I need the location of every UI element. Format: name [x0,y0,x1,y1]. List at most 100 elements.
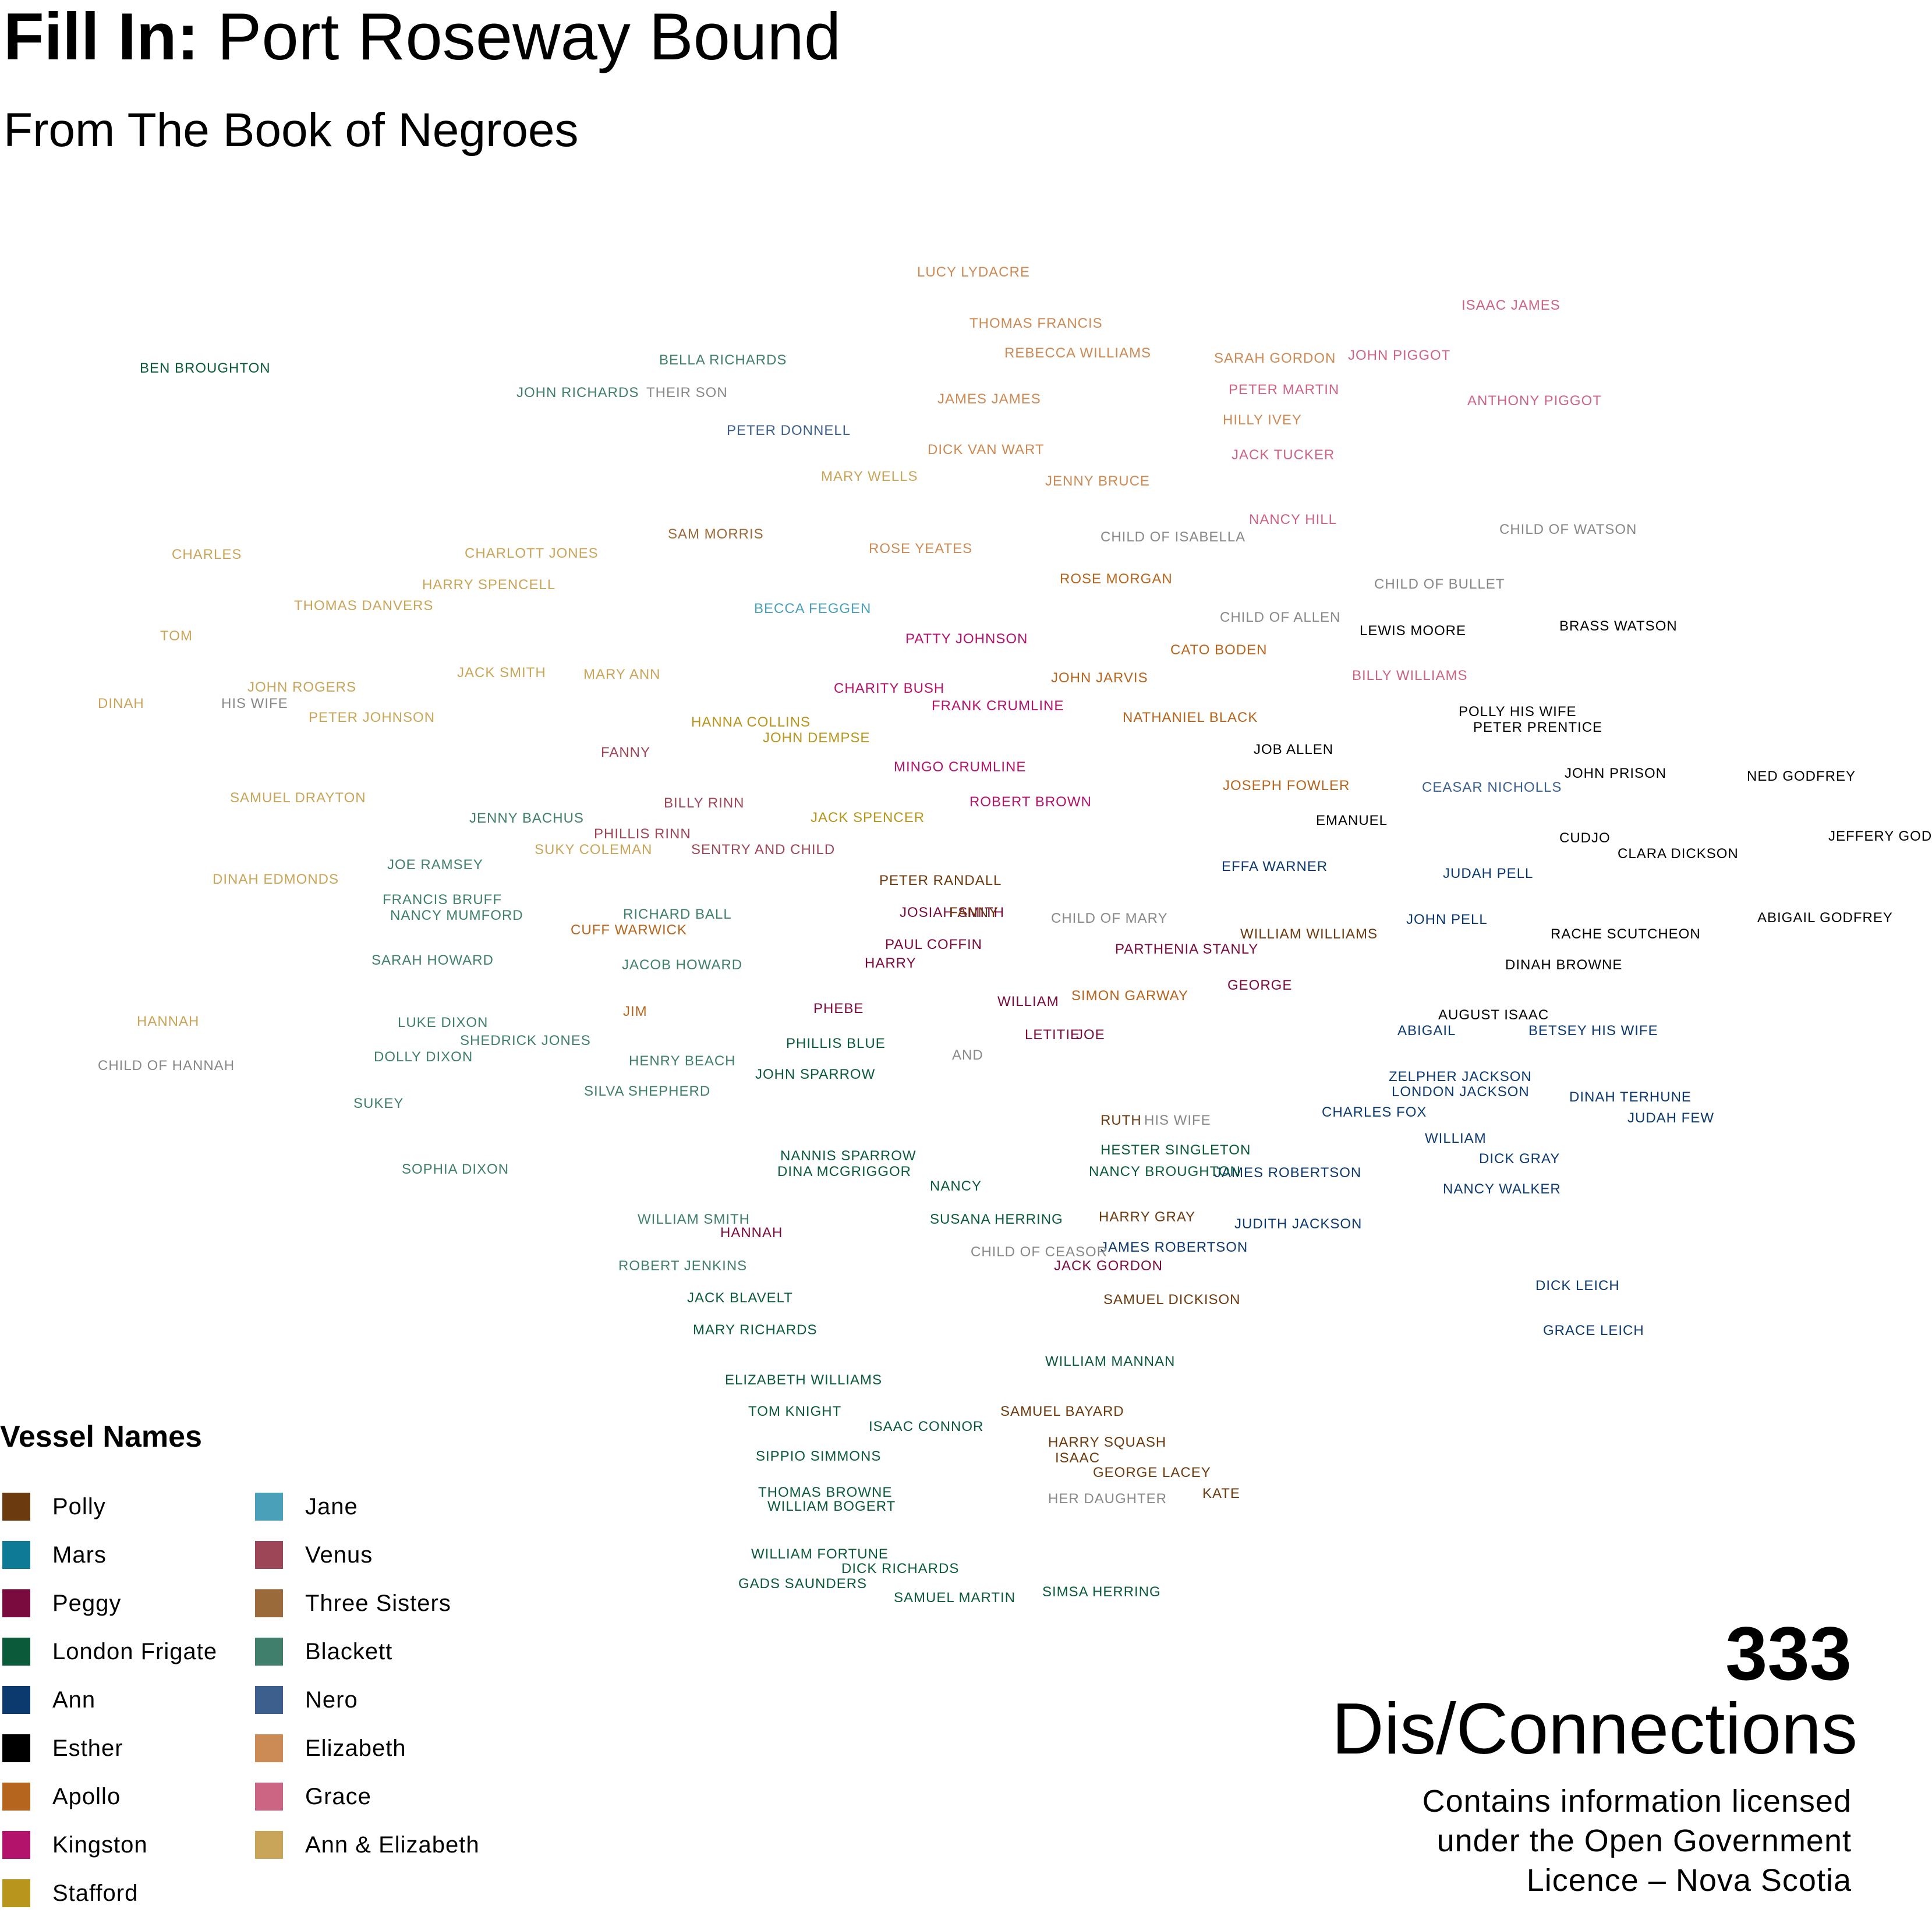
crossword-name: SAM MORRIS [668,526,764,542]
crossword-name: NANCY WALKER [1443,1181,1561,1197]
legend-swatch [2,1879,30,1907]
crossword-name: ROBERT BROWN [969,794,1092,810]
crossword-name: FRANK CRUMLINE [932,698,1064,714]
crossword-name: LUCY LYDACRE [917,264,1030,280]
legend-label: Ann [52,1687,96,1713]
crossword-name: JOHN PIGGOT [1348,348,1450,363]
crossword-name: SILVA SHEPHERD [584,1083,710,1099]
crossword-name: SAMUEL BAYARD [1000,1404,1124,1419]
title-rest: Port Roseway Bound [217,0,841,74]
crossword-name: RACHE SCUTCHEON [1551,926,1701,942]
crossword-name: BEN BROUGHTON [140,360,271,376]
crossword-name: CEASAR NICHOLLS [1422,780,1562,795]
crossword-name: DINAH [98,696,144,711]
crossword-name: PHEBE [813,1001,864,1016]
crossword-name: ZELPHER JACKSON [1389,1069,1532,1085]
crossword-name: RUTH [1101,1113,1142,1128]
legend-swatch [255,1783,283,1811]
crossword-name: HANNAH [720,1225,783,1241]
crossword-name: DINAH TERHUNE [1569,1089,1692,1105]
crossword-name: HANNAH [137,1014,199,1029]
crossword-name: BRASS WATSON [1559,618,1678,634]
crossword-name: JUDAH PELL [1443,866,1533,881]
legend-item: Polly [2,1490,106,1523]
crossword-name: LONDON JACKSON [1392,1084,1530,1100]
crossword-name: JOB ALLEN [1254,742,1333,757]
legend-item: Ann [2,1684,95,1716]
crossword-name: JACK GORDON [1054,1258,1163,1274]
crossword-name: THOMAS DANVERS [294,598,433,614]
connection-count: 333 [1725,1611,1852,1696]
crossword-name: CHILD OF ISABELLA [1101,529,1245,545]
crossword-name: JIM [623,1004,647,1019]
crossword-name: PETER DONNELL [727,423,851,438]
crossword-name: JOHN DEMPSE [763,730,870,746]
crossword-name: HILLY IVEY [1223,412,1302,428]
crossword-name: SHEDRICK JONES [460,1033,591,1048]
license-line-3: Licence – Nova Scotia [1526,1863,1852,1898]
legend-label: Kingston [52,1832,148,1858]
license-line-2: under the Open Government [1436,1823,1852,1858]
crossword-name: JOSIAH SMITH [900,905,1004,920]
crossword-name: GEORGE LACEY [1093,1465,1211,1480]
license-line-1: Contains information licensed [1422,1784,1852,1819]
crossword-name: LEWIS MOORE [1360,623,1466,639]
crossword-name: JUDAH FEW [1627,1110,1714,1126]
legend-item: London Frigate [2,1635,217,1668]
crossword-name: HARRY SQUASH [1048,1434,1166,1450]
crossword-name: ISAAC JAMES [1462,297,1561,313]
crossword-name: PETER PRENTICE [1473,720,1602,735]
crossword-name: JENNY BRUCE [1045,473,1150,489]
crossword-name: SIMON GARWAY [1071,988,1188,1004]
legend-label: Esther [52,1735,123,1761]
crossword-name: NANCY [930,1178,982,1194]
crossword-name: DOLLY DIXON [374,1049,473,1065]
crossword-name: FRANCIS BRUFF [383,892,502,908]
crossword-name: NED GODFREY [1747,768,1856,784]
legend-item: Blackett [255,1635,392,1668]
connection-count-label: Dis/Connections [1332,1689,1857,1769]
legend-label: Apollo [52,1783,121,1809]
crossword-name: JOHN ROGERS [247,679,356,695]
crossword-name: JOSEPH FOWLER [1223,778,1350,793]
crossword-name: JOHN SPARROW [755,1067,875,1082]
legend-swatch [2,1831,30,1859]
crossword-name: WILLIAM MANNAN [1045,1354,1175,1369]
crossword-name: SAMUEL DRAYTON [230,790,366,806]
legend-item: Mars [2,1539,107,1571]
crossword-name: PETER RANDALL [879,873,1002,888]
crossword-name: ROSE MORGAN [1060,571,1173,587]
crossword-name: TOM KNIGHT [748,1404,841,1419]
legend-item: Stafford [2,1877,138,1910]
crossword-name: CUDJO [1559,830,1611,846]
crossword-name: CHARITY BUSH [834,681,944,696]
crossword-name: BECCA FEGGEN [754,601,871,617]
crossword-name: ROBERT JENKINS [618,1258,747,1274]
crossword-name: SUKY COLEMAN [535,842,652,858]
crossword-name: DICK LEICH [1535,1278,1620,1294]
crossword-name: JUDITH JACKSON [1234,1216,1362,1232]
crossword-name: SOPHIA DIXON [402,1161,509,1177]
crossword-name: JOHN PELL [1406,912,1488,927]
crossword-name: CHILD OF WATSON [1499,522,1637,537]
crossword-name: PETER JOHNSON [309,710,435,725]
crossword-name: CHARLES [172,547,242,562]
crossword-name: BELLA RICHARDS [659,352,787,368]
crossword-name: ISAAC CONNOR [869,1419,983,1434]
crossword-name: PHILLIS BLUE [786,1036,886,1051]
legend-item: Jane [255,1490,358,1523]
crossword-name: DINAH BROWNE [1505,957,1622,973]
crossword-name: NANCY MUMFORD [390,908,523,923]
crossword-name: ISAAC [1055,1450,1100,1466]
crossword-name: HIS WIFE [221,696,288,711]
crossword-name: THOMAS BROWNE [758,1485,892,1500]
crossword-name: ANTHONY PIGGOT [1467,393,1602,409]
crossword-name: JEFFERY GODFREY [1828,828,1932,844]
crossword-name: WILLIAM SMITH [638,1211,750,1227]
legend-title: Vessel Names [0,1420,202,1454]
crossword-name: PETER MARTIN [1229,382,1339,398]
crossword-name: BILLY RINN [664,795,745,811]
crossword-name: JACK TUCKER [1232,447,1335,463]
legend-item: Ann & Elizabeth [255,1829,480,1861]
